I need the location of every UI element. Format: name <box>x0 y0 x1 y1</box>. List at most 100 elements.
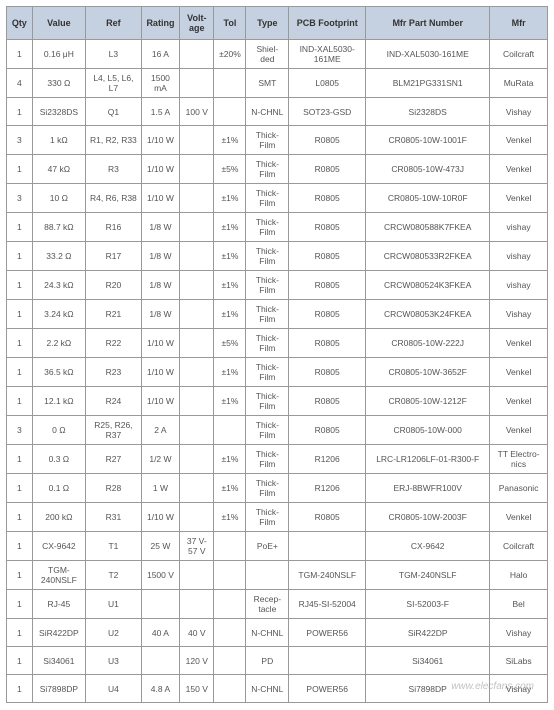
cell-type: N-CHNL <box>246 98 289 126</box>
cell-partnum: TGM-240NSLF <box>366 561 490 590</box>
cell-value: 2.2 kΩ <box>32 329 85 358</box>
cell-partnum: CR0805-10W-10R0F <box>366 184 490 213</box>
cell-tol <box>214 647 246 675</box>
table-row: 13.24 kΩR211/8 W±1%Thick-FilmR0805CRCW08… <box>7 300 548 329</box>
header-partnum: Mfr Part Number <box>366 7 490 40</box>
cell-tol <box>214 675 246 703</box>
cell-partnum: CR0805-10W-2003F <box>366 503 490 532</box>
cell-voltage <box>180 300 214 329</box>
cell-voltage: 100 V <box>180 98 214 126</box>
cell-rating: 40 A <box>141 619 179 647</box>
cell-voltage <box>180 416 214 445</box>
cell-ref: U3 <box>86 647 142 675</box>
cell-footprint: R0805 <box>289 329 366 358</box>
cell-footprint: R0805 <box>289 213 366 242</box>
table-row: 1Si34061U3120 VPDSi34061SiLabs <box>7 647 548 675</box>
cell-ref: R21 <box>86 300 142 329</box>
cell-partnum: CRCW080588K7FKEA <box>366 213 490 242</box>
cell-qty: 1 <box>7 590 33 619</box>
cell-value: 88.7 kΩ <box>32 213 85 242</box>
cell-rating <box>141 590 179 619</box>
cell-partnum: CR0805-10W-1001F <box>366 126 490 155</box>
cell-ref: T1 <box>86 532 142 561</box>
cell-ref: R24 <box>86 387 142 416</box>
cell-voltage <box>180 271 214 300</box>
cell-partnum: CRCW080533R2FKEA <box>366 242 490 271</box>
cell-ref: R1, R2, R33 <box>86 126 142 155</box>
cell-ref: R25, R26, R37 <box>86 416 142 445</box>
cell-voltage <box>180 213 214 242</box>
header-footprint: PCB Footprint <box>289 7 366 40</box>
cell-value: CX-9642 <box>32 532 85 561</box>
cell-mfr: MuRata <box>490 69 548 98</box>
cell-rating: 2 A <box>141 416 179 445</box>
cell-qty: 1 <box>7 619 33 647</box>
cell-value: 0 Ω <box>32 416 85 445</box>
cell-tol <box>214 619 246 647</box>
cell-type: Thick-Film <box>246 213 289 242</box>
cell-value: 47 kΩ <box>32 155 85 184</box>
cell-type: Shiel-ded <box>246 40 289 69</box>
cell-partnum: CRCW08053K24FKEA <box>366 300 490 329</box>
cell-mfr: Coilcraft <box>490 40 548 69</box>
header-ref: Ref <box>86 7 142 40</box>
cell-type: Thick-Film <box>246 416 289 445</box>
cell-qty: 4 <box>7 69 33 98</box>
cell-type: Thick-Film <box>246 387 289 416</box>
cell-tol: ±5% <box>214 155 246 184</box>
cell-value: RJ-45 <box>32 590 85 619</box>
header-voltage: Volt-age <box>180 7 214 40</box>
cell-rating: 1/8 W <box>141 300 179 329</box>
cell-footprint <box>289 647 366 675</box>
cell-type: N-CHNL <box>246 619 289 647</box>
table-row: 133.2 ΩR171/8 W±1%Thick-FilmR0805CRCW080… <box>7 242 548 271</box>
cell-value: TGM-240NSLF <box>32 561 85 590</box>
cell-value: 1 kΩ <box>32 126 85 155</box>
cell-qty: 1 <box>7 445 33 474</box>
cell-qty: 1 <box>7 387 33 416</box>
cell-tol: ±1% <box>214 213 246 242</box>
cell-footprint: R0805 <box>289 126 366 155</box>
cell-type: Thick-Film <box>246 474 289 503</box>
cell-rating: 1/10 W <box>141 503 179 532</box>
cell-footprint: R0805 <box>289 503 366 532</box>
cell-rating: 16 A <box>141 40 179 69</box>
cell-partnum: CX-9642 <box>366 532 490 561</box>
cell-type: Recep-tacle <box>246 590 289 619</box>
cell-ref: R28 <box>86 474 142 503</box>
cell-rating: 1500 V <box>141 561 179 590</box>
cell-qty: 1 <box>7 358 33 387</box>
cell-partnum: IND-XAL5030-161ME <box>366 40 490 69</box>
cell-mfr: Venkel <box>490 503 548 532</box>
cell-value: 200 kΩ <box>32 503 85 532</box>
cell-partnum: CRCW080524K3FKEA <box>366 271 490 300</box>
cell-footprint: R0805 <box>289 184 366 213</box>
table-row: 10.1 ΩR281 W±1%Thick-FilmR1206ERJ-8BWFR1… <box>7 474 548 503</box>
cell-mfr: TT Electro-nics <box>490 445 548 474</box>
cell-qty: 1 <box>7 532 33 561</box>
cell-tol: ±1% <box>214 445 246 474</box>
cell-partnum: SiR422DP <box>366 619 490 647</box>
cell-ref: T2 <box>86 561 142 590</box>
cell-footprint: L0805 <box>289 69 366 98</box>
cell-footprint: TGM-240NSLF <box>289 561 366 590</box>
cell-tol: ±1% <box>214 300 246 329</box>
cell-voltage <box>180 126 214 155</box>
cell-partnum: CR0805-10W-1212F <box>366 387 490 416</box>
cell-value: SiR422DP <box>32 619 85 647</box>
cell-mfr: Venkel <box>490 387 548 416</box>
cell-tol <box>214 561 246 590</box>
cell-tol <box>214 98 246 126</box>
cell-qty: 1 <box>7 329 33 358</box>
cell-value: 0.16 μH <box>32 40 85 69</box>
header-rating: Rating <box>141 7 179 40</box>
table-row: 124.3 kΩR201/8 W±1%Thick-FilmR0805CRCW08… <box>7 271 548 300</box>
cell-ref: L4, L5, L6, L7 <box>86 69 142 98</box>
cell-qty: 1 <box>7 647 33 675</box>
cell-type: SMT <box>246 69 289 98</box>
cell-ref: R3 <box>86 155 142 184</box>
cell-voltage <box>180 40 214 69</box>
cell-partnum: Si34061 <box>366 647 490 675</box>
cell-footprint: R0805 <box>289 416 366 445</box>
cell-qty: 1 <box>7 675 33 703</box>
